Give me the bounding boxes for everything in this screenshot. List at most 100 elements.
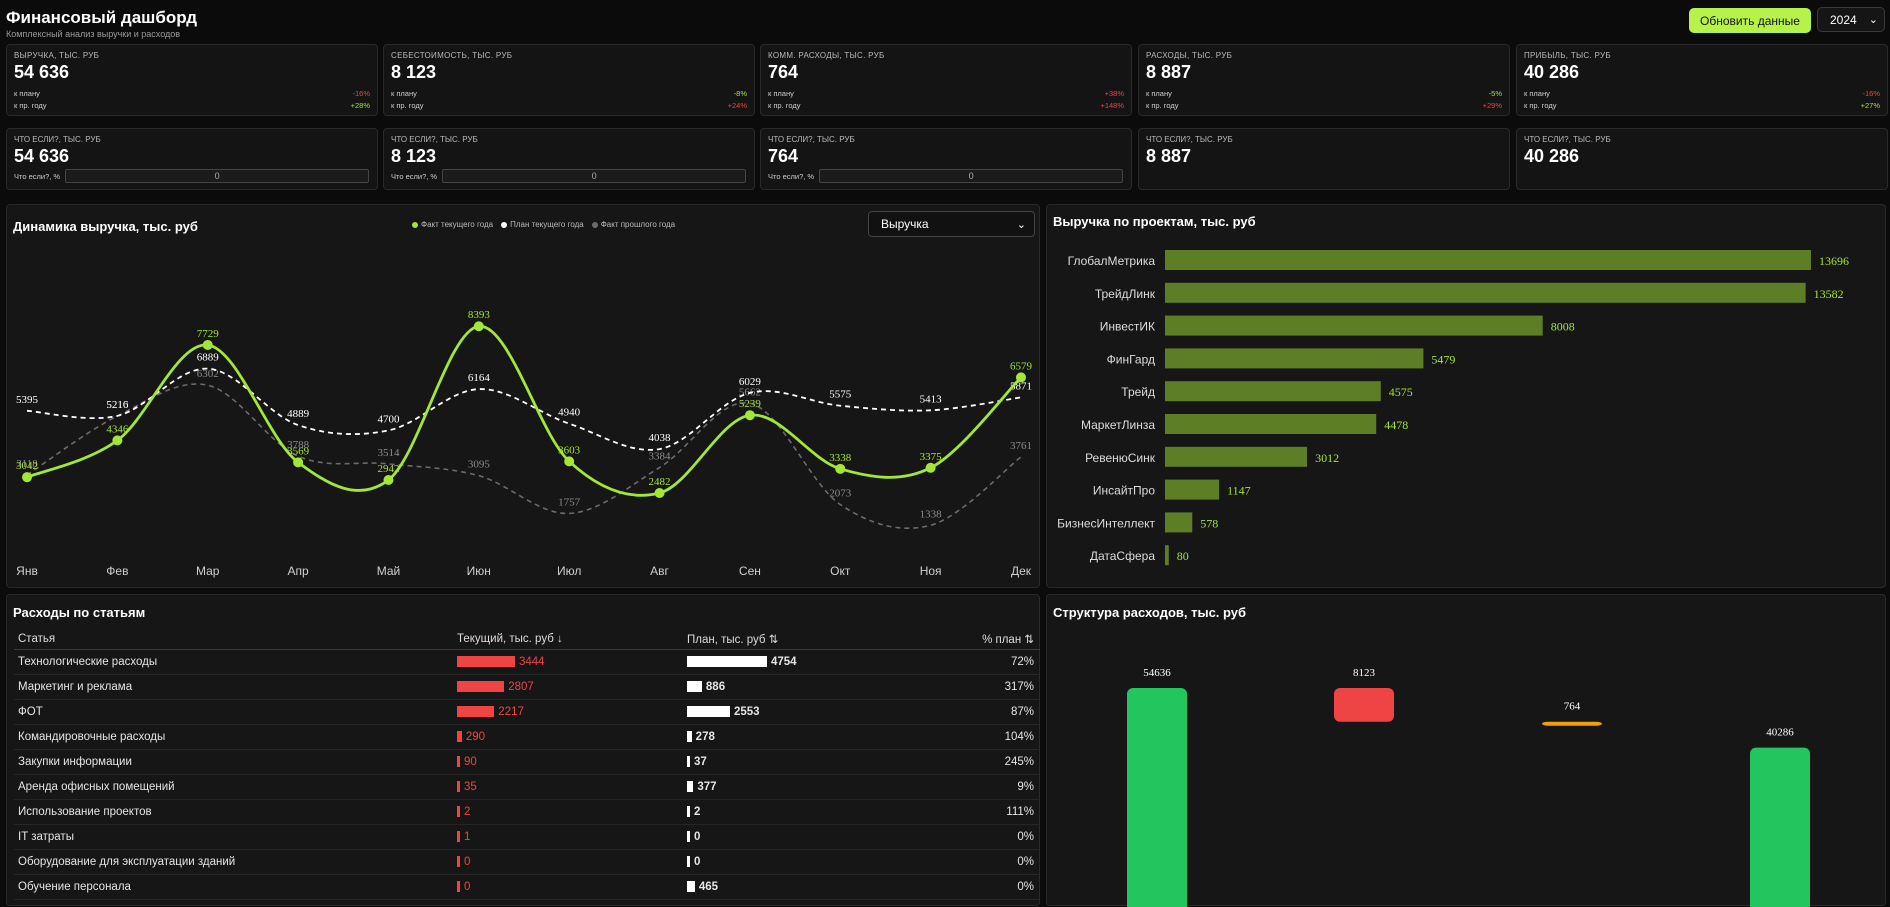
whatif-card: ЧТО ЕСЛИ?, ТЫС. РУБ 764 Что если?, % 0: [760, 128, 1132, 190]
project-bar[interactable]: [1165, 446, 1308, 467]
refresh-button[interactable]: Обновить данные: [1689, 8, 1811, 33]
revenue-dynamics-panel: Динамика выручка, тыс. руб Факт текущего…: [6, 204, 1040, 588]
plan-bar: [687, 731, 692, 742]
data-point[interactable]: [925, 462, 936, 473]
data-point[interactable]: [564, 456, 575, 467]
plan-bar: [687, 781, 694, 792]
table-row[interactable]: Технологические расходы 3444 4754 72%: [14, 649, 1040, 675]
expense-plan: 4754: [687, 649, 937, 675]
data-point[interactable]: [654, 487, 665, 498]
col-current[interactable]: Текущий, тыс. руб ↓: [457, 629, 687, 650]
current-bar-cell: 35: [457, 781, 687, 793]
data-label: 2482: [649, 476, 671, 488]
whatif-input[interactable]: 0: [442, 169, 747, 183]
whatif-input[interactable]: 0: [819, 169, 1124, 183]
kpi-plan-delta: +38%: [1104, 89, 1124, 98]
plan-bar-cell: 0: [687, 831, 937, 843]
table-row[interactable]: Командировочные расходы 290 278 104%: [14, 724, 1040, 750]
value-label: 1147: [1227, 484, 1251, 498]
table-row[interactable]: Оборудование для эксплуатации зданий 0 0 0%: [14, 849, 1040, 875]
project-bar[interactable]: [1165, 250, 1811, 270]
expense-current: 35: [457, 774, 687, 800]
whatif-input-label: Что если?, %: [391, 171, 438, 181]
current-bar: [457, 681, 505, 692]
category-label: РевенюСинк: [1085, 451, 1156, 465]
project-bar[interactable]: [1165, 545, 1169, 566]
waterfall-bar[interactable]: [1750, 747, 1810, 907]
current-value: 3444: [518, 655, 545, 668]
table-row[interactable]: ФОТ 2217 2553 87%: [14, 699, 1040, 725]
expense-structure-panel: Структура расходов, тыс. руб 54636 8123 76…: [1046, 594, 1886, 907]
expense-name: Аренда офисных помещений: [14, 774, 457, 800]
expense-pct: 9%: [937, 774, 1040, 800]
current-value: 1: [464, 830, 471, 843]
project-bar[interactable]: [1165, 414, 1377, 434]
data-label: 8393: [468, 309, 491, 321]
plan-bar-cell: 37: [687, 756, 937, 768]
legend-dot: [501, 221, 508, 228]
projects-bar-chart: ГлобалМетрика 13696 ТрейдЛинк 13582 ИнвестИК…: [1057, 250, 1849, 566]
kpi-plan-label: к плану: [1524, 89, 1550, 98]
data-point[interactable]: [22, 472, 32, 483]
project-bar[interactable]: [1165, 282, 1806, 303]
data-label: 7729: [197, 328, 220, 340]
plan-value: 0: [694, 830, 701, 843]
kpi-value: 40 286: [1524, 62, 1580, 82]
value-label: 578: [1200, 516, 1218, 530]
current-bar: [457, 731, 462, 742]
whatif-input-label: Что если?, %: [768, 171, 815, 181]
whatif-row: Что если?, % 0: [391, 169, 747, 183]
data-point[interactable]: [473, 321, 484, 332]
table-row[interactable]: Обучение персонала 0 465 0%: [14, 874, 1040, 900]
project-bar[interactable]: [1165, 479, 1220, 500]
header: Финансовый дашборд Комплексный анализ вы…: [0, 0, 1890, 42]
plan-bar-cell: 278: [687, 731, 937, 743]
year-value: 2024: [1830, 12, 1857, 27]
whatif-row: Что если?, % 0: [768, 169, 1124, 183]
project-bar[interactable]: [1165, 381, 1381, 402]
data-point[interactable]: [383, 475, 394, 486]
expense-current: 0: [457, 874, 687, 900]
table-row[interactable]: Аренда офисных помещений 35 377 9%: [14, 774, 1040, 800]
col-item[interactable]: Статья: [14, 629, 457, 650]
projects-title: Выручка по проектам, тыс. руб: [1053, 214, 1256, 229]
whatif-input[interactable]: 0: [65, 169, 370, 183]
plan-value: 2553: [733, 705, 760, 718]
data-label: 3375: [920, 451, 943, 463]
data-label: 1757: [558, 496, 581, 508]
waterfall-bar[interactable]: [1334, 688, 1394, 722]
bar-value-label: 8123: [1353, 667, 1376, 679]
whatif-value: 54 636: [14, 146, 70, 166]
data-point[interactable]: [744, 410, 755, 421]
data-point[interactable]: [202, 339, 213, 350]
kpi-py-row: к пр. году +28%: [14, 101, 370, 110]
table-row[interactable]: Маркетинг и реклама 2807 886 317%: [14, 674, 1040, 700]
project-bar[interactable]: [1165, 315, 1543, 336]
x-tick-label: Авг: [650, 564, 669, 578]
project-bar[interactable]: [1165, 348, 1424, 369]
data-label: 2942: [377, 463, 399, 475]
plan-bar: [687, 756, 690, 767]
metric-select[interactable]: Выручка ⌄: [868, 211, 1035, 237]
waterfall-bar[interactable]: [1127, 688, 1187, 907]
data-point[interactable]: [112, 435, 123, 446]
data-point[interactable]: [293, 457, 304, 468]
data-point[interactable]: [835, 463, 846, 474]
year-select[interactable]: 2024 ⌄: [1817, 7, 1885, 32]
expense-plan: 37: [687, 749, 937, 775]
whatif-card: ЧТО ЕСЛИ?, ТЫС. РУБ 8 123 Что если?, % 0: [383, 128, 755, 190]
kpi-py-label: к пр. году: [14, 101, 47, 110]
col-plan[interactable]: План, тыс. руб ⇅: [687, 629, 937, 650]
table-row[interactable]: Закупки информации 90 37 245%: [14, 749, 1040, 775]
current-value: 0: [464, 855, 471, 868]
x-tick-label: Сен: [739, 564, 761, 578]
kpi-plan-delta: -16%: [352, 89, 370, 98]
data-point[interactable]: [1016, 372, 1026, 383]
value-label: 13582: [1814, 287, 1844, 301]
waterfall-bar[interactable]: [1542, 721, 1602, 726]
col-pct[interactable]: % план ⇅: [937, 629, 1040, 650]
project-bar[interactable]: [1165, 512, 1193, 533]
table-row[interactable]: IT затраты 1 0 0%: [14, 824, 1040, 850]
table-row[interactable]: Использование проектов 2 2 111%: [14, 799, 1040, 825]
plan-bar: [687, 706, 730, 717]
